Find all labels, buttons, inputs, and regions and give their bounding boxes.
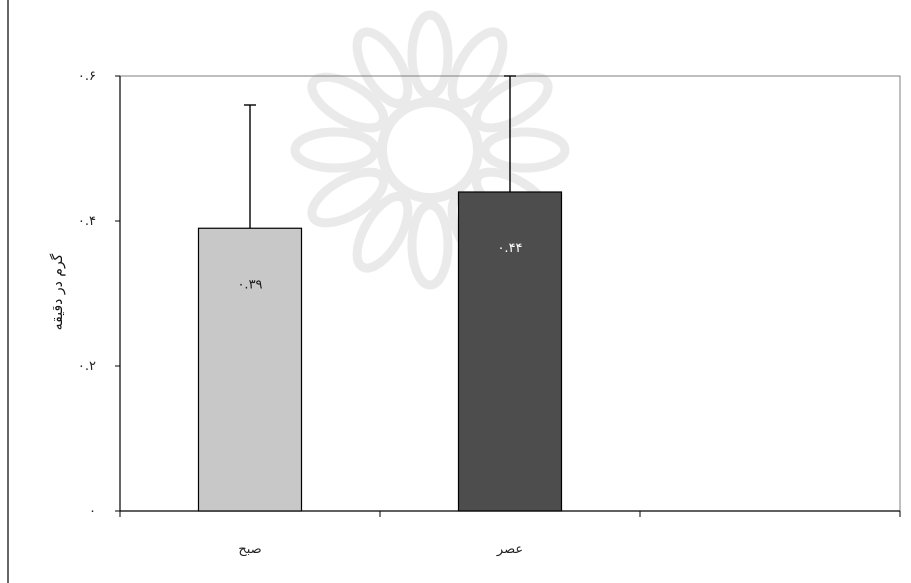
bar — [197, 227, 303, 512]
y-tick-label: ۰.۲ — [78, 359, 96, 374]
x-tick-label: عصر — [496, 542, 523, 557]
watermark-logo — [290, 10, 570, 290]
watermark-petal — [352, 191, 413, 273]
y-tick-label: ۰ — [89, 504, 96, 519]
watermark-petal — [290, 127, 380, 173]
y-axis-label: گرم در دقیقه — [49, 253, 66, 330]
y-tick-label: ۰.۶ — [78, 69, 96, 84]
x-tick-label: صبح — [238, 542, 261, 557]
watermark-petal — [307, 72, 389, 133]
watermark-center — [377, 97, 483, 203]
watermark-petal — [447, 27, 508, 109]
bar-value-label: ۰.۴۴ — [497, 241, 522, 256]
x-axis: صبح عصر — [119, 510, 901, 557]
watermark-petal — [407, 10, 453, 100]
y-tick-label: ۰.۴ — [78, 214, 96, 229]
y-axis: ۰ ۰.۲ ۰.۴ ۰.۶ — [78, 69, 121, 519]
watermark-petal — [407, 200, 453, 290]
bar-value-label: ۰.۳۹ — [237, 277, 262, 292]
watermark-petal — [480, 127, 570, 173]
error-bars-group — [244, 75, 516, 229]
bars-group — [197, 191, 563, 512]
bar — [457, 191, 563, 512]
data-labels-group: ۰.۳۹ ۰.۴۴ — [237, 241, 522, 292]
watermark-petal — [352, 27, 413, 109]
watermark-petal — [471, 72, 553, 133]
watermark-petal — [307, 167, 389, 228]
